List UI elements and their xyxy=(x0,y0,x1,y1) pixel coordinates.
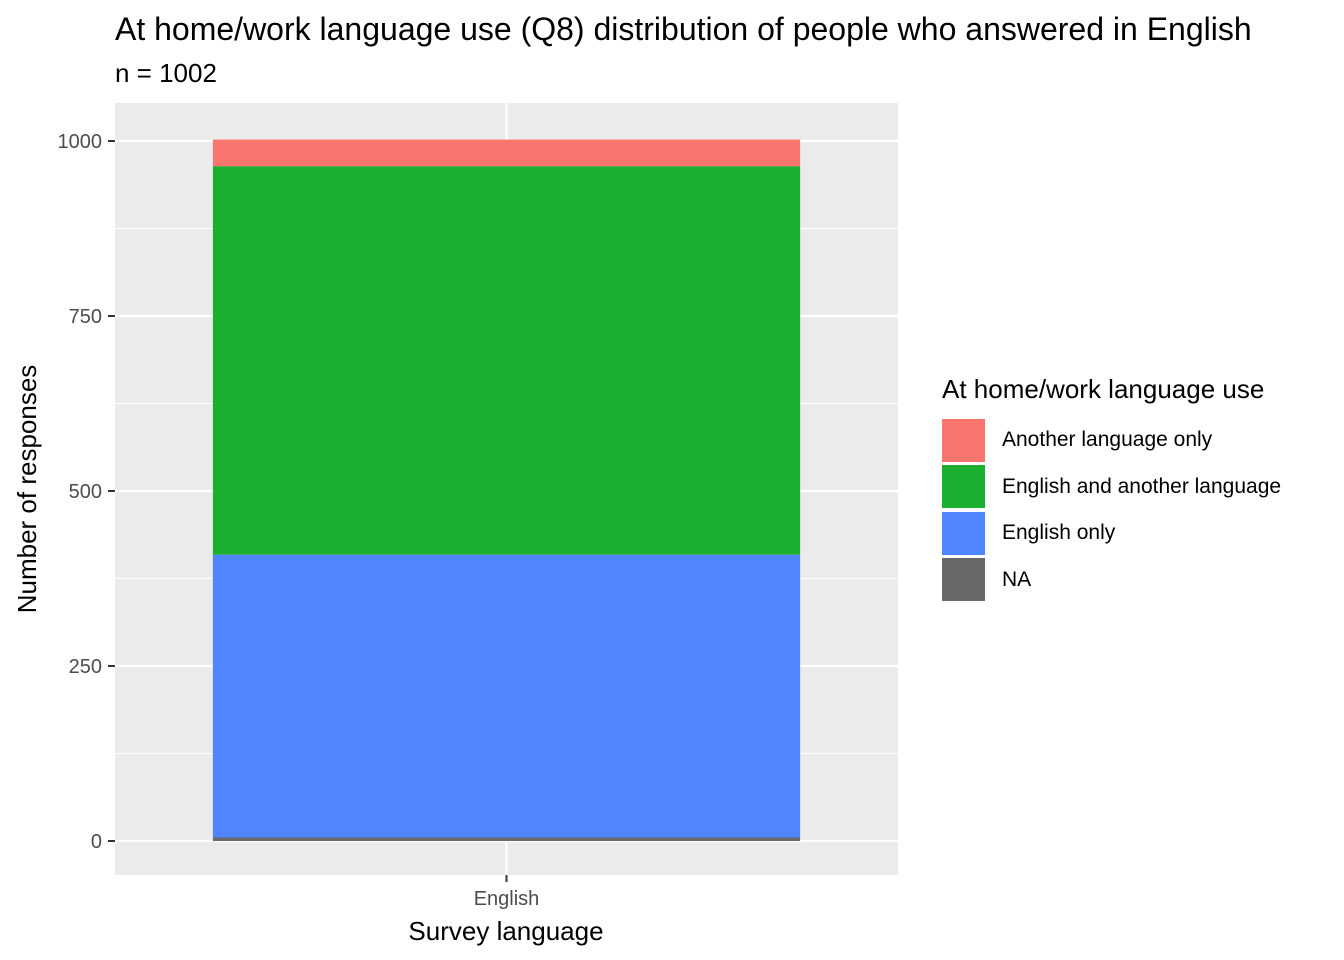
legend-title: At home/work language use xyxy=(942,374,1265,404)
x-axis-title: Survey language xyxy=(408,916,603,946)
y-axis-title: Number of responses xyxy=(12,365,42,614)
bar-segment-english-and-another-language xyxy=(212,166,801,555)
chart-title: At home/work language use (Q8) distribut… xyxy=(115,11,1252,47)
legend-item: English only xyxy=(942,510,1281,557)
x-axis: English xyxy=(474,875,540,910)
legend-item: Another language only xyxy=(942,417,1281,464)
legend-label: NA xyxy=(1002,567,1032,591)
y-axis: 0 250 500 750 1000 xyxy=(58,131,115,853)
y-tick-label: 1000 xyxy=(58,131,103,153)
y-tick-label: 500 xyxy=(69,481,102,503)
legend-key-another-language-only xyxy=(942,418,985,462)
x-tick-label: English xyxy=(474,888,540,910)
bar-segments xyxy=(212,139,801,841)
legend-key-english-only xyxy=(942,511,985,555)
bar-segment-english-only xyxy=(212,554,801,838)
legend: At home/work language use Another langua… xyxy=(942,372,1281,603)
y-tick-label: 0 xyxy=(91,831,102,853)
legend-key-english-and-another-language xyxy=(942,465,985,509)
y-tick-label: 250 xyxy=(69,656,102,678)
bar-segment-another-language-only xyxy=(212,139,801,167)
legend-label: English only xyxy=(1002,521,1116,545)
legend-item: NA xyxy=(942,557,1281,604)
legend-label: English and another language xyxy=(1002,474,1282,498)
legend-key-na xyxy=(942,558,985,602)
bar-segment-na xyxy=(212,837,801,841)
chart-subtitle: n = 1002 xyxy=(115,58,217,88)
y-tick-label: 750 xyxy=(69,306,102,328)
legend-label: Another language only xyxy=(1002,428,1213,452)
legend-item: English and another language xyxy=(942,464,1281,511)
